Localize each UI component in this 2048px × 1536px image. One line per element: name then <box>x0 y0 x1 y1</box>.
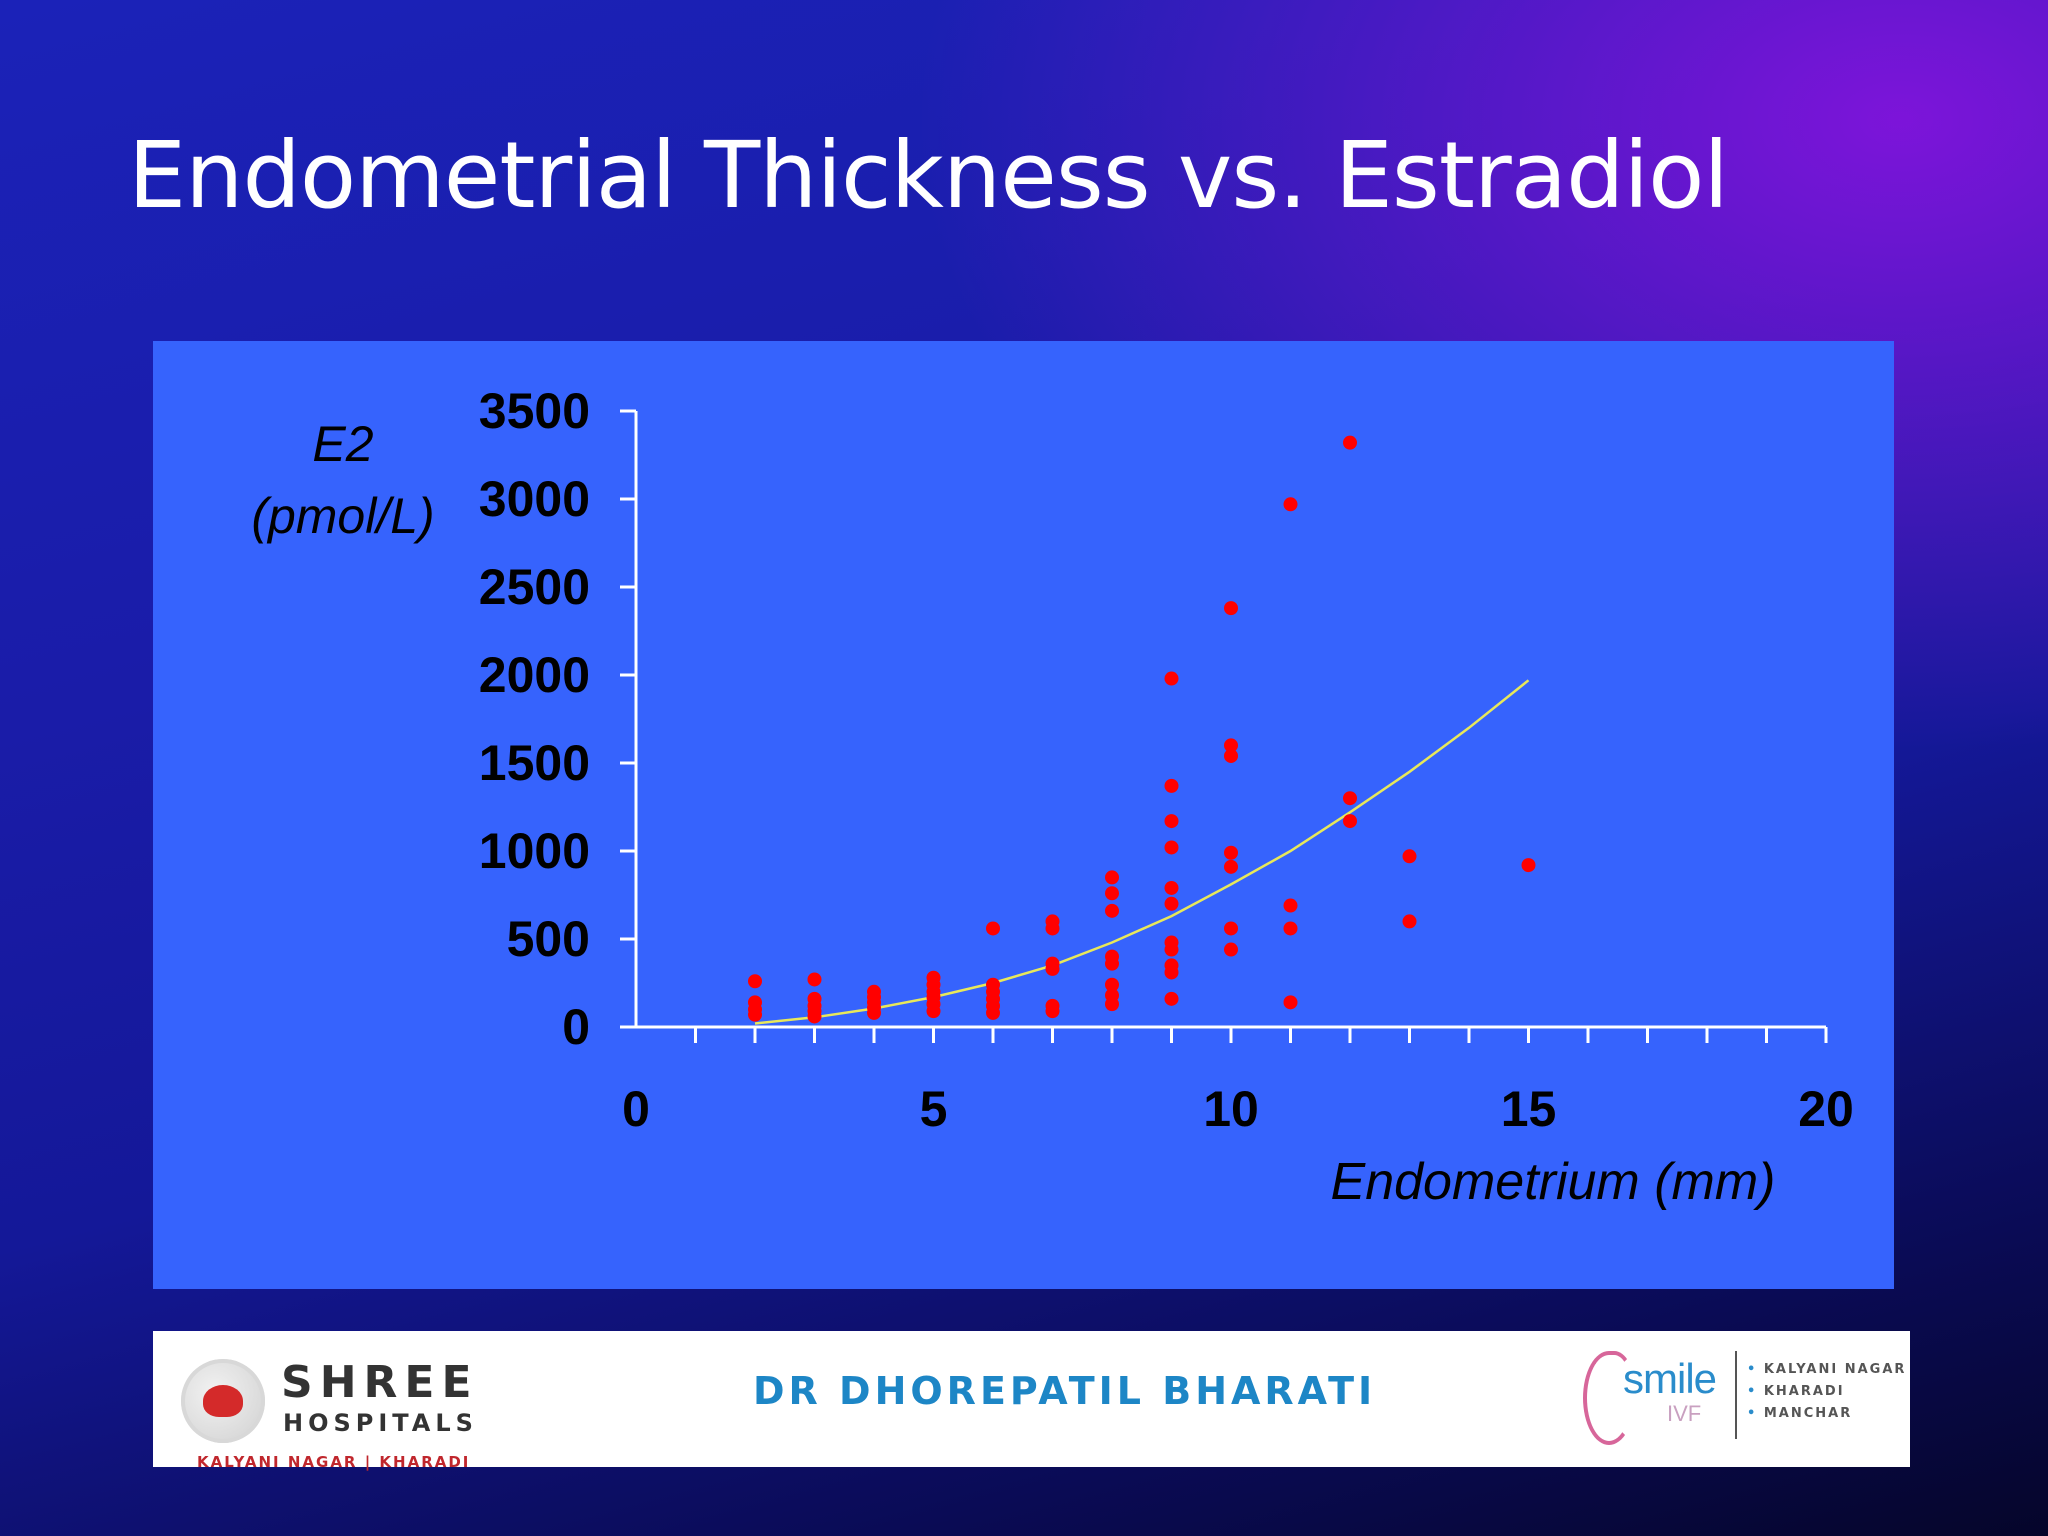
data-point <box>1224 942 1238 957</box>
data-point <box>748 974 762 989</box>
data-point <box>1224 921 1238 936</box>
data-point <box>1224 845 1238 860</box>
x-axis-label: Endometrium (mm) <box>1331 1153 1776 1211</box>
smile-brand: smile <box>1623 1355 1717 1402</box>
data-point <box>1343 791 1357 806</box>
chart-axes: 0 500 1000 1500 2000 2500 3000 3500 0 5 10 15 20 <box>479 383 1854 1137</box>
logo-divider <box>1735 1351 1737 1439</box>
data-point <box>1105 870 1119 885</box>
shree-logo-name: SHREE <box>281 1357 479 1408</box>
data-point <box>807 1009 822 1024</box>
x-tick-label: 0 <box>622 1081 650 1137</box>
y-axis-label: E2 <box>312 416 373 472</box>
data-point <box>1045 1004 1060 1019</box>
shree-hospitals-logo: SHREE HOSPITALS KALYANI NAGAR | KHARADI <box>171 1343 481 1471</box>
y-tick-label: 0 <box>562 999 590 1055</box>
data-point <box>1343 814 1357 829</box>
data-point <box>986 1005 1000 1020</box>
data-point <box>1105 903 1119 918</box>
x-tick-label: 5 <box>920 1081 948 1137</box>
y-tick-label: 2000 <box>479 647 590 703</box>
y-tick-label: 1500 <box>479 735 590 791</box>
trendline <box>754 679 1530 1025</box>
slide-title: Endometrial Thickness vs. Estradiol <box>128 122 1729 229</box>
y-tick-label: 2500 <box>479 559 590 615</box>
data-point <box>1164 991 1179 1006</box>
smile-location-item: KHARADI <box>1747 1381 1906 1403</box>
data-point <box>807 972 822 987</box>
data-point <box>926 1004 941 1019</box>
data-point <box>1224 859 1238 874</box>
data-point <box>1105 956 1119 971</box>
data-point <box>986 921 1000 936</box>
data-point <box>867 1005 881 1020</box>
data-point <box>1224 748 1238 763</box>
y-tick-label: 3500 <box>479 383 590 439</box>
data-point <box>1283 497 1298 512</box>
smile-ivf-logo: smile IVF KALYANI NAGAR KHARADI MANCHAR <box>1583 1351 1906 1451</box>
y-tick-label: 3000 <box>479 471 590 527</box>
y-axis-label-unit: (pmol/L) <box>251 488 434 544</box>
data-point <box>1164 965 1179 980</box>
trendline-group <box>754 679 1530 1025</box>
smile-ivf-mark-icon <box>1583 1351 1635 1445</box>
data-point <box>1164 671 1179 686</box>
data-point <box>1283 898 1298 913</box>
chart-panel: 0 500 1000 1500 2000 2500 3000 3500 0 5 10 15 20 E2 … <box>153 341 1894 1289</box>
x-tick-label: 20 <box>1798 1081 1854 1137</box>
data-point <box>1164 778 1179 793</box>
data-point <box>1343 435 1357 450</box>
smile-locations: KALYANI NAGAR KHARADI MANCHAR <box>1747 1359 1906 1425</box>
data-point <box>1283 995 1298 1010</box>
data-point <box>1105 997 1119 1012</box>
doctor-name: DR DHOREPATIL BHARATI <box>753 1369 1377 1413</box>
smile-sub: IVF <box>1667 1401 1702 1426</box>
y-tick-label: 500 <box>507 911 590 967</box>
shree-logo-subtitle: HOSPITALS <box>283 1409 478 1437</box>
data-point <box>1402 849 1417 864</box>
smile-location-item: KALYANI NAGAR <box>1747 1359 1906 1381</box>
x-tick-label: 15 <box>1501 1081 1557 1137</box>
data-points <box>748 435 1536 1024</box>
data-point <box>1105 977 1119 992</box>
data-point <box>1283 921 1298 936</box>
y-tick-label: 1000 <box>479 823 590 879</box>
data-point <box>748 1007 762 1022</box>
data-point <box>1164 814 1179 829</box>
data-point <box>1045 961 1060 976</box>
data-point <box>1521 858 1536 873</box>
x-tick-label: 10 <box>1203 1081 1259 1137</box>
data-point <box>1164 840 1179 855</box>
shree-emblem-icon <box>181 1359 265 1443</box>
footer-banner: SHREE HOSPITALS KALYANI NAGAR | KHARADI … <box>153 1331 1910 1471</box>
data-point <box>1164 880 1179 895</box>
data-point <box>1224 738 1238 753</box>
smile-location-item: MANCHAR <box>1747 1403 1906 1425</box>
data-point <box>1164 896 1179 911</box>
data-point <box>1164 942 1179 957</box>
data-point <box>1402 914 1417 929</box>
data-point <box>1045 921 1060 936</box>
shree-logo-locations: KALYANI NAGAR | KHARADI <box>197 1453 471 1471</box>
data-point <box>1224 601 1238 616</box>
data-point <box>1105 886 1119 901</box>
